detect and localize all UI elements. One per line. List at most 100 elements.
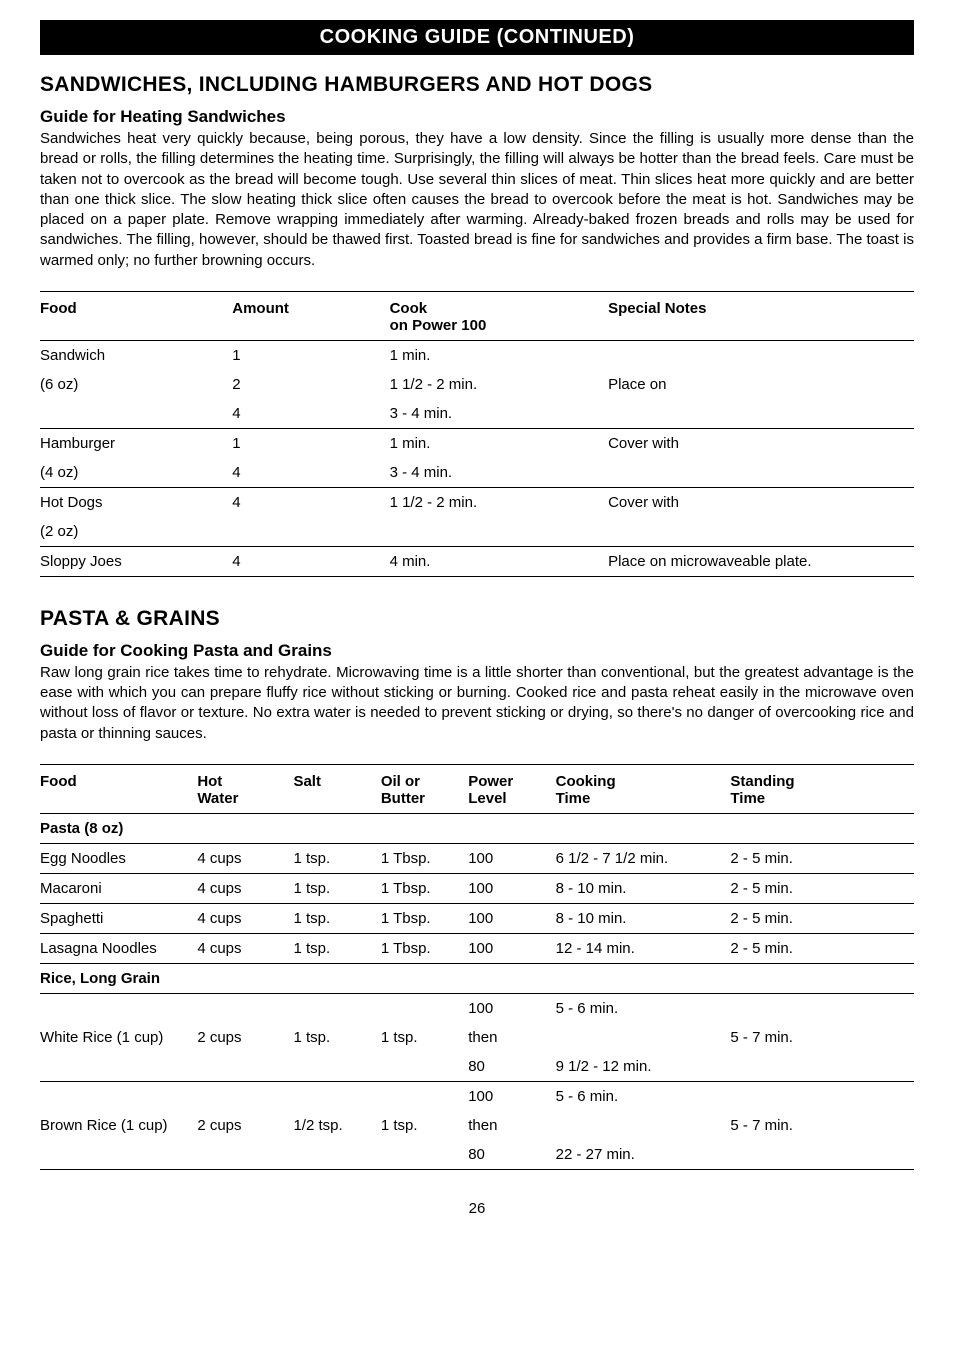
cell: 1 Tbsp. <box>381 903 468 933</box>
cell: 1 tsp. <box>293 903 380 933</box>
col-amount: Amount <box>232 291 389 340</box>
pasta-table: Food Hot Water Salt Oil or Butter Power … <box>40 764 914 1170</box>
sandwiches-body: Sandwiches heat very quickly because, be… <box>40 129 914 271</box>
cell: 9 1/2 - 12 min. <box>556 1052 731 1082</box>
cell: Brown Rice (1 cup) <box>40 1111 197 1140</box>
cell: 1 1/2 - 2 min. <box>390 487 609 517</box>
pasta-subtitle: Guide for Cooking Pasta and Grains <box>40 641 914 661</box>
col-salt: Salt <box>293 764 380 813</box>
cell: Cover with <box>608 487 914 517</box>
cell: 1 <box>232 428 389 458</box>
cell <box>232 517 389 547</box>
cell: Hot Dogs <box>40 487 232 517</box>
cell <box>556 1111 731 1140</box>
cell <box>197 993 293 1023</box>
cell: Cover with <box>608 428 914 458</box>
cell: 3 - 4 min. <box>390 458 609 488</box>
cell <box>40 1052 197 1082</box>
cell: 1 min. <box>390 340 609 370</box>
cell: 2 - 5 min. <box>730 843 914 873</box>
cell <box>390 517 609 547</box>
col-time-l1: Cooking <box>556 773 616 790</box>
col-time: Cooking Time <box>556 764 731 813</box>
cell: 1 tsp. <box>381 1023 468 1052</box>
col-hot-l1: Hot <box>197 773 222 790</box>
cell <box>381 1140 468 1170</box>
cell: 5 - 7 min. <box>730 1111 914 1140</box>
cell: 5 - 6 min. <box>556 993 731 1023</box>
cell <box>730 1140 914 1170</box>
cell <box>197 1140 293 1170</box>
cell <box>381 993 468 1023</box>
cell <box>40 399 232 429</box>
cell: 1 Tbsp. <box>381 843 468 873</box>
col-cook-l1: Cook <box>390 300 428 317</box>
col-power-l2: Level <box>468 790 506 807</box>
cell: 1 tsp. <box>381 1111 468 1140</box>
cell: Egg Noodles <box>40 843 197 873</box>
col-stand: Standing Time <box>730 764 914 813</box>
cell: 6 1/2 - 7 1/2 min. <box>556 843 731 873</box>
col-oil: Oil or Butter <box>381 764 468 813</box>
cell: 1 Tbsp. <box>381 933 468 963</box>
cell: 4 cups <box>197 903 293 933</box>
pasta-subhead-2: Rice, Long Grain <box>40 963 914 993</box>
col-food: Food <box>40 291 232 340</box>
cell: 100 <box>468 933 555 963</box>
col-stand-l2: Time <box>730 790 765 807</box>
cell: 4 <box>232 458 389 488</box>
cell: 4 <box>232 546 389 576</box>
cell: 4 <box>232 399 389 429</box>
cell: 4 cups <box>197 873 293 903</box>
col-notes: Special Notes <box>608 291 914 340</box>
cell: 1 min. <box>390 428 609 458</box>
pasta-body: Raw long grain rice takes time to rehydr… <box>40 663 914 744</box>
cell: 22 - 27 min. <box>556 1140 731 1170</box>
cell: 2 - 5 min. <box>730 933 914 963</box>
cell: 1 tsp. <box>293 873 380 903</box>
cell <box>608 399 914 429</box>
cell: White Rice (1 cup) <box>40 1023 197 1052</box>
cell <box>381 1052 468 1082</box>
col-food: Food <box>40 764 197 813</box>
cell: 100 <box>468 1081 555 1111</box>
cell: 2 cups <box>197 1111 293 1140</box>
page-number: 26 <box>40 1200 914 1217</box>
cell: 1 1/2 - 2 min. <box>390 370 609 399</box>
cell: 4 cups <box>197 843 293 873</box>
cell: Place on microwaveable plate. <box>608 546 914 576</box>
cell <box>293 1140 380 1170</box>
cell: 1 Tbsp. <box>381 873 468 903</box>
cell: 2 cups <box>197 1023 293 1052</box>
pasta-subhead-1: Pasta (8 oz) <box>40 813 914 843</box>
col-power: Power Level <box>468 764 555 813</box>
cell <box>381 1081 468 1111</box>
cooking-guide-banner: COOKING GUIDE (CONTINUED) <box>40 20 914 55</box>
cell <box>197 1052 293 1082</box>
col-oil-l2: Butter <box>381 790 425 807</box>
cell: then <box>468 1111 555 1140</box>
cell <box>293 1052 380 1082</box>
col-power-l1: Power <box>468 773 513 790</box>
cell: (2 oz) <box>40 517 232 547</box>
cell: Macaroni <box>40 873 197 903</box>
cell <box>40 1081 197 1111</box>
cell <box>556 1023 731 1052</box>
cell <box>293 993 380 1023</box>
cell: 80 <box>468 1140 555 1170</box>
col-hot-l2: Water <box>197 790 238 807</box>
cell: Sandwich <box>40 340 232 370</box>
sandwiches-subtitle: Guide for Heating Sandwiches <box>40 107 914 127</box>
cell: 1/2 tsp. <box>293 1111 380 1140</box>
cell: then <box>468 1023 555 1052</box>
cell: 1 <box>232 340 389 370</box>
cell: 3 - 4 min. <box>390 399 609 429</box>
cell: 100 <box>468 843 555 873</box>
col-time-l2: Time <box>556 790 591 807</box>
cell <box>730 1052 914 1082</box>
cell: 100 <box>468 903 555 933</box>
cell: 8 - 10 min. <box>556 903 731 933</box>
cell: Lasagna Noodles <box>40 933 197 963</box>
cell: Sloppy Joes <box>40 546 232 576</box>
cell: Hamburger <box>40 428 232 458</box>
